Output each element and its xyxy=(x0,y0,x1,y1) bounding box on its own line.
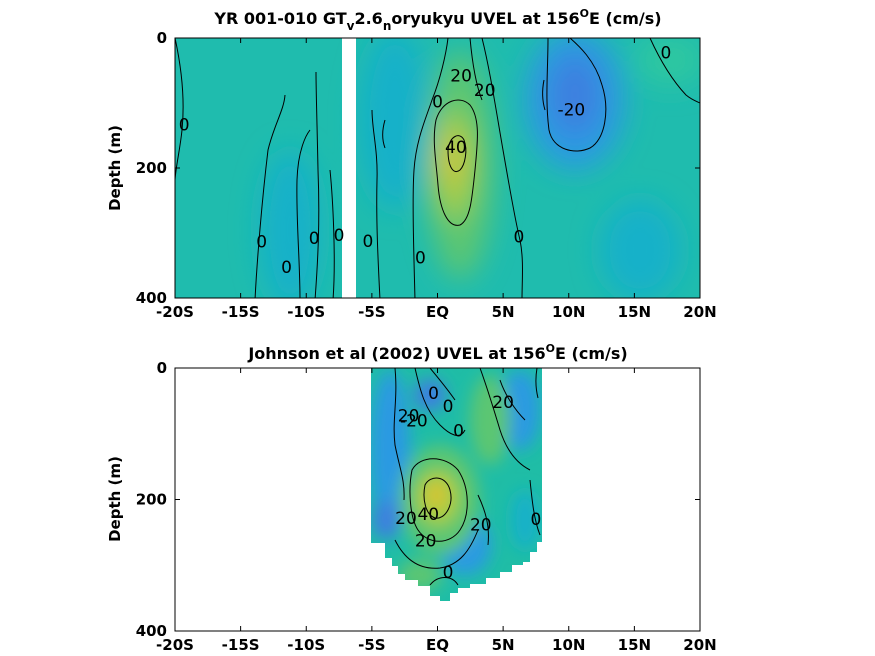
y-tick-label: 400 xyxy=(136,289,167,307)
bottom-x-ticks: -20S -15S -10S -5S EQ 5N 10N 15N 20N xyxy=(156,368,717,654)
contour-label: 20 xyxy=(450,67,472,87)
contour-label: 20 xyxy=(492,393,514,413)
contour-label: 0 xyxy=(432,93,443,113)
x-tick-label: -15S xyxy=(222,636,260,654)
x-tick-label: -5S xyxy=(358,636,385,654)
x-tick-label: -20S xyxy=(156,636,194,654)
contour-label: -20 xyxy=(400,412,428,432)
y-tick-label: 0 xyxy=(157,359,167,377)
contour-label: 20 xyxy=(415,531,437,551)
bottom-panel: Johnson et al (2002) UVEL at 156OE (cm/s… xyxy=(106,342,717,654)
x-tick-label: 20N xyxy=(683,636,716,654)
contour-label: 0 xyxy=(363,232,374,252)
y-tick-label: 400 xyxy=(136,622,167,640)
top-contour-lines xyxy=(175,38,700,298)
bottom-velocity-field xyxy=(371,368,542,601)
x-tick-label: 15N xyxy=(618,636,651,654)
x-tick-label: 10N xyxy=(552,303,585,321)
contour-label: 0 xyxy=(334,226,345,246)
contour-label: 40 xyxy=(445,138,467,158)
x-tick-label: -15S xyxy=(222,303,260,321)
x-tick-label: -20S xyxy=(156,303,194,321)
bottom-contour-lines xyxy=(393,368,541,586)
contour-label: 0 xyxy=(443,563,454,583)
contour-label: 0 xyxy=(443,397,454,417)
contour-label: 0 xyxy=(428,384,439,404)
bottom-y-axis-label: Depth (m) xyxy=(106,456,124,542)
x-tick-label: 20N xyxy=(683,303,716,321)
y-tick-label: 200 xyxy=(136,159,167,177)
contour-label: 20 xyxy=(474,81,496,101)
contour-label: 0 xyxy=(281,258,292,278)
contour-label: 0 xyxy=(660,43,671,63)
contour-label: 20 xyxy=(470,515,492,535)
contour-label: 0 xyxy=(453,421,464,441)
contour-label: 20 xyxy=(398,406,420,426)
x-tick-label: 5N xyxy=(492,303,515,321)
contour-label: 0 xyxy=(309,229,320,249)
x-tick-label: EQ xyxy=(426,303,449,321)
contour-label: 0 xyxy=(531,510,542,530)
top-panel: YR 001-010 GTv2.6noryukyu UVEL at 156OE … xyxy=(106,7,717,321)
x-tick-label: 15N xyxy=(618,303,651,321)
contour-label: 0 xyxy=(513,227,524,247)
top-title: YR 001-010 GTv2.6noryukyu UVEL at 156OE … xyxy=(213,7,661,33)
contour-label: 0 xyxy=(179,115,190,135)
x-tick-label: -5S xyxy=(358,303,385,321)
top-y-axis-label: Depth (m) xyxy=(106,125,124,211)
y-tick-label: 0 xyxy=(157,29,167,47)
top-x-ticks: -20S -15S -10S -5S EQ 5N 10N 15N 20N xyxy=(156,38,717,321)
y-tick-label: 200 xyxy=(136,491,167,509)
top-velocity-field xyxy=(175,38,700,298)
contour-label: 0 xyxy=(256,232,267,252)
x-tick-label: -10S xyxy=(287,303,325,321)
contour-label: 40 xyxy=(417,505,439,525)
x-tick-label: -10S xyxy=(287,636,325,654)
contour-label: 0 xyxy=(415,249,426,269)
x-tick-label: 5N xyxy=(492,636,515,654)
x-tick-label: 10N xyxy=(552,636,585,654)
contour-label: -20 xyxy=(557,101,585,121)
contour-label: 20 xyxy=(395,509,417,529)
x-tick-label: EQ xyxy=(426,636,449,654)
bottom-title: Johnson et al (2002) UVEL at 156OE (cm/s… xyxy=(247,342,627,363)
